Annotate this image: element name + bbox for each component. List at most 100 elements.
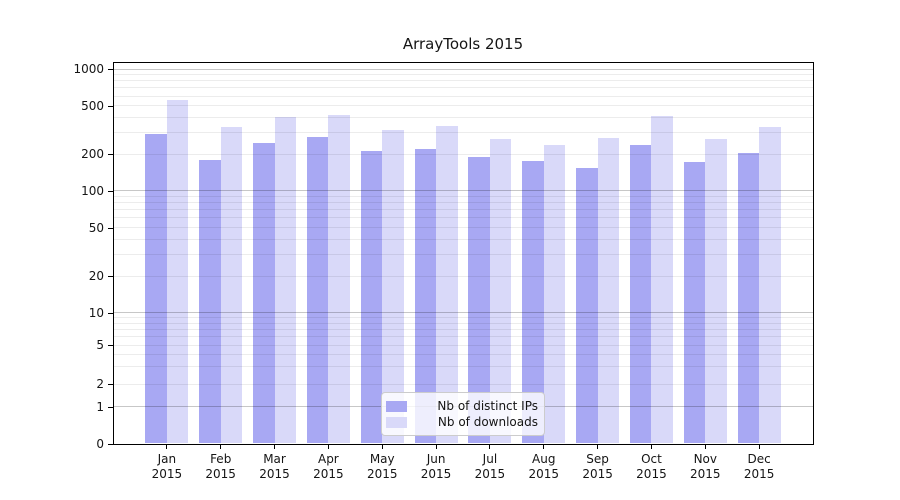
x-axis-tick-label: Nov 2015 xyxy=(690,452,721,481)
legend: Nb of distinct IPs Nb of downloads xyxy=(381,392,545,436)
bar-downloads xyxy=(651,115,673,444)
bar-distinct-ips xyxy=(576,167,598,444)
y-axis-tick xyxy=(108,276,113,278)
y-axis-tick xyxy=(108,154,113,156)
y-axis-tick xyxy=(108,384,113,386)
legend-label-downloads: Nb of downloads xyxy=(437,415,538,429)
chart-title: ArrayTools 2015 xyxy=(402,35,524,53)
bar-distinct-ips xyxy=(253,142,275,444)
y-axis-tick xyxy=(108,406,113,408)
x-axis-tick-label: May 2015 xyxy=(366,452,398,481)
bar-distinct-ips xyxy=(145,133,167,444)
gridline-minor xyxy=(113,209,813,211)
x-axis-tick-label: Apr 2015 xyxy=(313,452,344,481)
bar-downloads xyxy=(597,137,620,444)
x-axis-tick xyxy=(650,444,652,449)
gridline-minor xyxy=(113,328,813,330)
bar-distinct-ips xyxy=(306,136,329,444)
y-axis-tick xyxy=(108,345,113,346)
y-axis-tick-label: 2 xyxy=(96,377,104,392)
bar-downloads xyxy=(328,114,350,444)
gridline-minor xyxy=(113,344,813,346)
gridline-major xyxy=(113,68,813,70)
bar-distinct-ips xyxy=(468,157,490,444)
bar-downloads xyxy=(543,144,566,444)
x-axis-tick-label: Jun 2015 xyxy=(420,452,452,481)
x-axis-tick xyxy=(704,444,706,449)
bar-downloads xyxy=(705,139,727,444)
x-axis-tick xyxy=(758,444,760,449)
x-axis-tick-label: Jan 2015 xyxy=(151,452,183,481)
bar-distinct-ips xyxy=(737,153,760,444)
x-axis-tick xyxy=(220,444,222,449)
bar-distinct-ips xyxy=(522,161,544,444)
y-axis-tick-label: 500 xyxy=(81,98,104,113)
y-axis-tick-label: 0 xyxy=(96,436,104,451)
gridline-minor xyxy=(113,217,813,219)
x-axis-tick-label: Oct 2015 xyxy=(636,452,667,481)
x-axis-tick xyxy=(166,444,168,449)
gridline-minor xyxy=(113,116,813,118)
gridline-minor xyxy=(113,74,813,76)
bar-downloads xyxy=(489,139,512,444)
y-axis-tick xyxy=(108,105,113,107)
x-axis-tick xyxy=(274,444,276,449)
bar-distinct-ips xyxy=(199,159,221,444)
x-axis-tick-label: Jul 2015 xyxy=(474,452,506,481)
x-axis-tick-label: Feb 2015 xyxy=(205,452,236,481)
x-axis-tick-label: Sep 2015 xyxy=(582,452,613,481)
gridline-minor xyxy=(113,322,813,324)
gridline-minor xyxy=(113,87,813,89)
gridline-major xyxy=(113,190,813,192)
y-axis-tick xyxy=(108,227,113,229)
bar-distinct-ips xyxy=(629,144,652,444)
bar-distinct-ips xyxy=(360,150,383,444)
bar-downloads xyxy=(436,126,458,444)
bar-downloads xyxy=(166,99,189,444)
bar-downloads xyxy=(220,126,243,444)
gridline-minor xyxy=(113,227,813,229)
gridline-minor xyxy=(113,275,813,277)
gridline-major xyxy=(113,312,813,314)
legend-swatch-distinct-ips xyxy=(386,400,407,412)
y-axis-tick-label: 200 xyxy=(81,147,104,162)
y-axis-tick-label: 100 xyxy=(81,183,104,198)
gridline-minor xyxy=(113,354,813,356)
gridline-minor xyxy=(113,132,813,134)
gridline-minor xyxy=(113,153,813,155)
y-axis-tick xyxy=(108,443,113,445)
gridline-minor xyxy=(113,238,813,240)
legend-item-distinct-ips: Nb of distinct IPs xyxy=(386,398,538,414)
gridline-minor xyxy=(113,336,813,337)
gridline-minor xyxy=(113,80,813,82)
y-axis-tick-label: 10 xyxy=(88,305,104,320)
x-axis-tick xyxy=(381,444,383,449)
y-axis-tick xyxy=(108,312,113,314)
y-axis-tick-label: 5 xyxy=(96,338,104,352)
x-axis-tick xyxy=(543,444,545,449)
y-axis-tick xyxy=(108,190,113,192)
y-axis-tick-label: 1000 xyxy=(73,62,104,76)
x-axis-tick xyxy=(489,444,491,449)
gridline-minor xyxy=(113,95,813,97)
x-axis-tick xyxy=(327,444,329,449)
bar-downloads xyxy=(274,117,297,444)
x-axis-tick xyxy=(435,444,437,449)
legend-label-distinct-ips: Nb of distinct IPs xyxy=(437,399,538,413)
bar-downloads xyxy=(382,129,404,444)
x-axis-tick-label: Mar 2015 xyxy=(259,452,290,481)
legend-swatch-downloads xyxy=(386,416,407,428)
x-axis-tick-label: Dec 2015 xyxy=(743,452,775,481)
y-axis-tick-label: 20 xyxy=(88,269,104,284)
gridline-minor xyxy=(113,317,813,319)
gridline-minor xyxy=(113,105,813,107)
y-axis-tick-label: 50 xyxy=(88,220,104,235)
x-axis-tick-label: Aug 2015 xyxy=(528,452,560,481)
gridline-minor xyxy=(113,254,813,256)
bar-distinct-ips xyxy=(414,149,437,444)
y-axis-tick-label: 1 xyxy=(96,399,104,414)
gridline-minor xyxy=(113,383,813,385)
bar-downloads xyxy=(759,127,781,444)
gridline-minor xyxy=(113,195,813,197)
